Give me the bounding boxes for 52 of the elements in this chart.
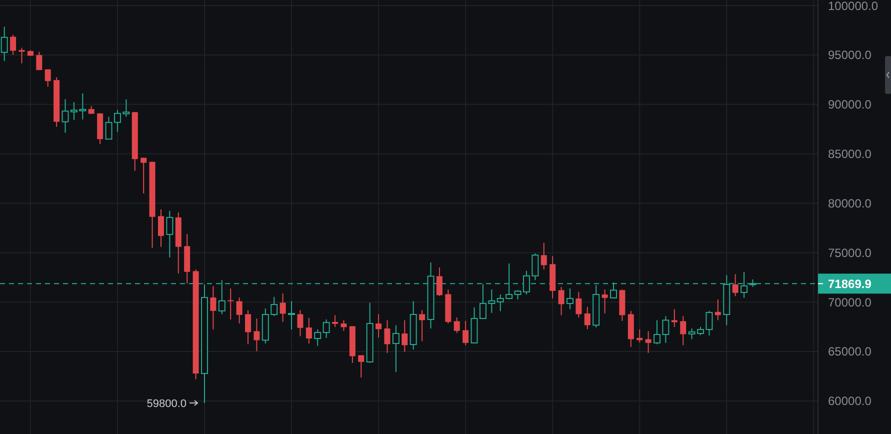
annotation: 59800.0 (146, 398, 186, 410)
candlestick (462, 320, 469, 346)
candlestick (358, 354, 364, 378)
y-tick-label: 90000.0 (828, 98, 872, 112)
candlestick (44, 68, 51, 88)
y-tick-label: 95000.0 (828, 48, 872, 62)
candlestick (732, 274, 738, 297)
candlestick (436, 266, 442, 296)
candlestick (18, 47, 25, 64)
candlestick (158, 208, 164, 248)
candlestick (340, 320, 347, 332)
candlestick (602, 288, 608, 314)
y-tick-label: 60000.0 (828, 394, 872, 408)
candlestick (254, 318, 260, 352)
candlestick (297, 310, 304, 337)
candlestick (0, 26, 8, 62)
y-tick-label: 75000.0 (828, 246, 872, 260)
candlestick (419, 310, 426, 342)
candlestick (671, 308, 678, 328)
candlestick (210, 286, 216, 330)
candlestick (645, 330, 652, 354)
candlestick (376, 314, 382, 338)
y-tick-label: 65000.0 (828, 344, 872, 359)
y-tick-label: 100000.0 (828, 0, 878, 13)
candlestick (402, 320, 408, 352)
candlestick (540, 242, 547, 270)
candlestick (558, 286, 564, 316)
candlestick (332, 314, 338, 328)
candlestick (680, 316, 686, 346)
candlestick (236, 296, 242, 324)
candlestick (166, 210, 174, 258)
candlestick (384, 320, 390, 354)
candlestick (314, 328, 322, 346)
y-tick-label: 70000.0 (828, 295, 872, 310)
candlestick (306, 317, 312, 344)
candlestick (392, 324, 400, 372)
ref-line-label: 71869.9 (828, 276, 872, 291)
y-tick-label: 80000.0 (828, 196, 872, 210)
y-tick-label: 85000.0 (828, 147, 872, 162)
candlestick (36, 51, 42, 71)
candlestick (454, 316, 460, 334)
candlestick (714, 298, 721, 321)
candlestick (10, 34, 16, 56)
candlestick (322, 318, 330, 338)
candlestick (228, 288, 234, 320)
candlestick (576, 291, 582, 318)
candlestick (288, 300, 296, 330)
candlestick (140, 157, 147, 194)
candlestick (566, 288, 574, 310)
candlestick (584, 306, 590, 330)
candlestick (280, 292, 286, 322)
candlestick (245, 310, 252, 345)
